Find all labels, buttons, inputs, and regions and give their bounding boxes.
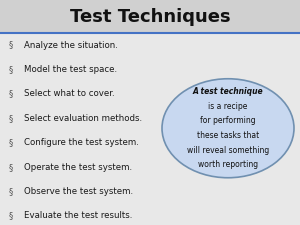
Text: §: § [9, 212, 13, 220]
Text: Operate the test system.: Operate the test system. [24, 163, 132, 172]
Text: will reveal something: will reveal something [187, 146, 269, 155]
Text: Observe the test system.: Observe the test system. [24, 187, 133, 196]
Text: §: § [9, 89, 13, 98]
Text: §: § [9, 138, 13, 147]
Text: these tasks that: these tasks that [197, 131, 259, 140]
Text: Select what to cover.: Select what to cover. [24, 89, 115, 98]
Text: worth reporting: worth reporting [198, 160, 258, 169]
Text: for performing: for performing [200, 117, 256, 126]
Text: §: § [9, 40, 13, 50]
Text: Analyze the situation.: Analyze the situation. [24, 40, 118, 50]
Text: §: § [9, 187, 13, 196]
Circle shape [162, 79, 294, 178]
Text: §: § [9, 114, 13, 123]
Text: Test Techniques: Test Techniques [70, 8, 230, 26]
Text: Evaluate the test results.: Evaluate the test results. [24, 212, 132, 220]
Text: is a recipe: is a recipe [208, 102, 248, 111]
FancyBboxPatch shape [0, 0, 300, 34]
Text: A test technique: A test technique [193, 87, 263, 96]
Text: §: § [9, 65, 13, 74]
Text: Configure the test system.: Configure the test system. [24, 138, 139, 147]
Text: §: § [9, 163, 13, 172]
Text: Select evaluation methods.: Select evaluation methods. [24, 114, 142, 123]
Text: Model the test space.: Model the test space. [24, 65, 117, 74]
